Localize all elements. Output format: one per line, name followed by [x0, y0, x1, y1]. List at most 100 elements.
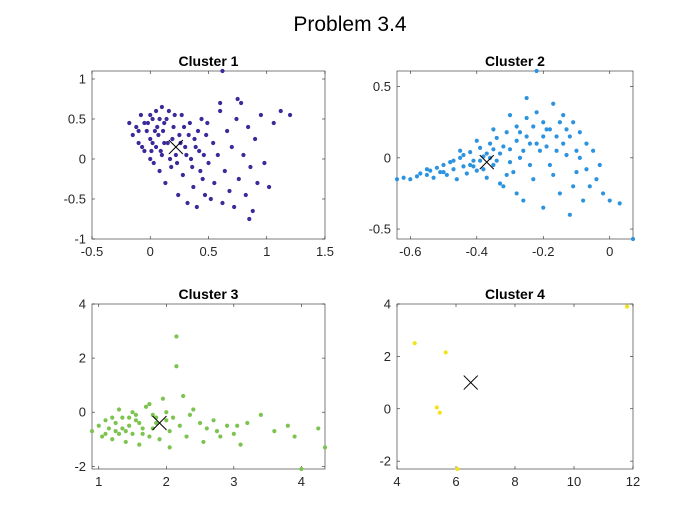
data-point: [574, 169, 579, 175]
y-tick-label: 2: [79, 351, 86, 366]
data-point: [116, 407, 122, 412]
data-point: [577, 130, 582, 135]
data-point: [504, 130, 509, 135]
data-point: [195, 128, 201, 134]
data-point: [194, 204, 199, 210]
axes-box: [91, 70, 326, 240]
data-point: [185, 200, 190, 206]
data-point: [484, 151, 489, 156]
data-point: [514, 124, 519, 129]
data-point: [110, 437, 115, 442]
data-point: [211, 140, 216, 146]
data-point: [537, 148, 543, 153]
data-point: [160, 128, 166, 134]
data-point: [507, 147, 513, 152]
data-point: [150, 116, 155, 122]
data-point: [454, 177, 459, 182]
data-point: [474, 168, 479, 173]
y-tick-label: 2: [384, 349, 391, 364]
data-point: [200, 176, 205, 182]
data-point: [130, 410, 135, 415]
data-point: [181, 124, 187, 130]
data-point: [184, 434, 189, 439]
data-point: [468, 150, 473, 155]
data-point: [567, 212, 572, 217]
data-point: [507, 160, 513, 165]
data-point: [222, 168, 227, 174]
data-point: [142, 120, 147, 126]
data-point: [262, 160, 267, 166]
data-point: [236, 176, 241, 182]
data-point: [527, 162, 533, 168]
y-tick-label: 0: [79, 405, 86, 420]
data-point: [584, 141, 589, 146]
centroid-marker: [463, 375, 479, 390]
data-point: [173, 152, 178, 158]
cluster-1-panel: Cluster 1-0.5 0 0.5 1 1.5-1-0.500.51: [64, 53, 334, 259]
data-point: [547, 162, 553, 168]
data-point: [138, 112, 144, 118]
data-point: [247, 216, 252, 222]
data-point: [127, 415, 132, 420]
data-point: [157, 437, 162, 442]
data-point: [142, 148, 147, 154]
data-point: [127, 120, 132, 126]
data-point: [162, 120, 167, 126]
data-point: [514, 191, 519, 196]
data-point: [202, 192, 208, 198]
data-point: [557, 120, 562, 125]
data-point: [564, 127, 569, 132]
x-tick-label: 0.5: [199, 244, 217, 259]
data-point: [501, 144, 506, 149]
data-point: [191, 407, 196, 412]
data-point: [461, 152, 466, 158]
data-point: [517, 130, 523, 135]
x-tick-label: 12: [626, 474, 640, 489]
data-point: [401, 175, 406, 180]
data-point: [174, 334, 179, 339]
data-points: [412, 304, 630, 472]
x-tick-label: 0: [606, 244, 613, 259]
data-point: [148, 156, 153, 162]
data-point: [180, 172, 185, 178]
data-point: [534, 110, 539, 115]
data-point: [571, 120, 576, 125]
data-point: [278, 108, 283, 114]
data-point: [617, 201, 622, 206]
data-point: [197, 148, 202, 154]
data-point: [299, 466, 304, 472]
data-point: [151, 160, 156, 166]
data-point: [514, 138, 519, 143]
data-point: [564, 152, 569, 158]
data-point: [238, 442, 243, 447]
data-point: [224, 423, 230, 428]
data-point: [248, 164, 253, 170]
data-points: [89, 334, 328, 472]
subplot-title: Cluster 4: [485, 286, 545, 302]
data-point: [491, 147, 496, 152]
data-point: [136, 140, 141, 146]
data-point: [464, 171, 469, 176]
data-point: [218, 108, 223, 114]
data-point: [172, 112, 177, 118]
data-point: [255, 180, 260, 186]
data-point: [162, 140, 167, 146]
data-point: [192, 136, 197, 142]
y-tick-label: 4: [79, 297, 86, 312]
y-tick-label: 0: [79, 152, 86, 167]
data-point: [174, 160, 180, 166]
data-point: [544, 144, 549, 149]
cluster-3-panel: Cluster 3 1 2 3 4 -2 0 2 4: [74, 286, 328, 489]
data-point: [130, 132, 135, 138]
data-point: [208, 196, 213, 202]
data-point: [517, 155, 523, 160]
data-point: [187, 412, 193, 418]
data-point: [235, 423, 240, 428]
data-point: [424, 172, 430, 178]
data-point: [271, 120, 276, 126]
y-tick-label: -2: [379, 454, 391, 469]
data-point: [139, 144, 145, 150]
data-point: [521, 148, 526, 153]
data-point: [177, 423, 182, 428]
